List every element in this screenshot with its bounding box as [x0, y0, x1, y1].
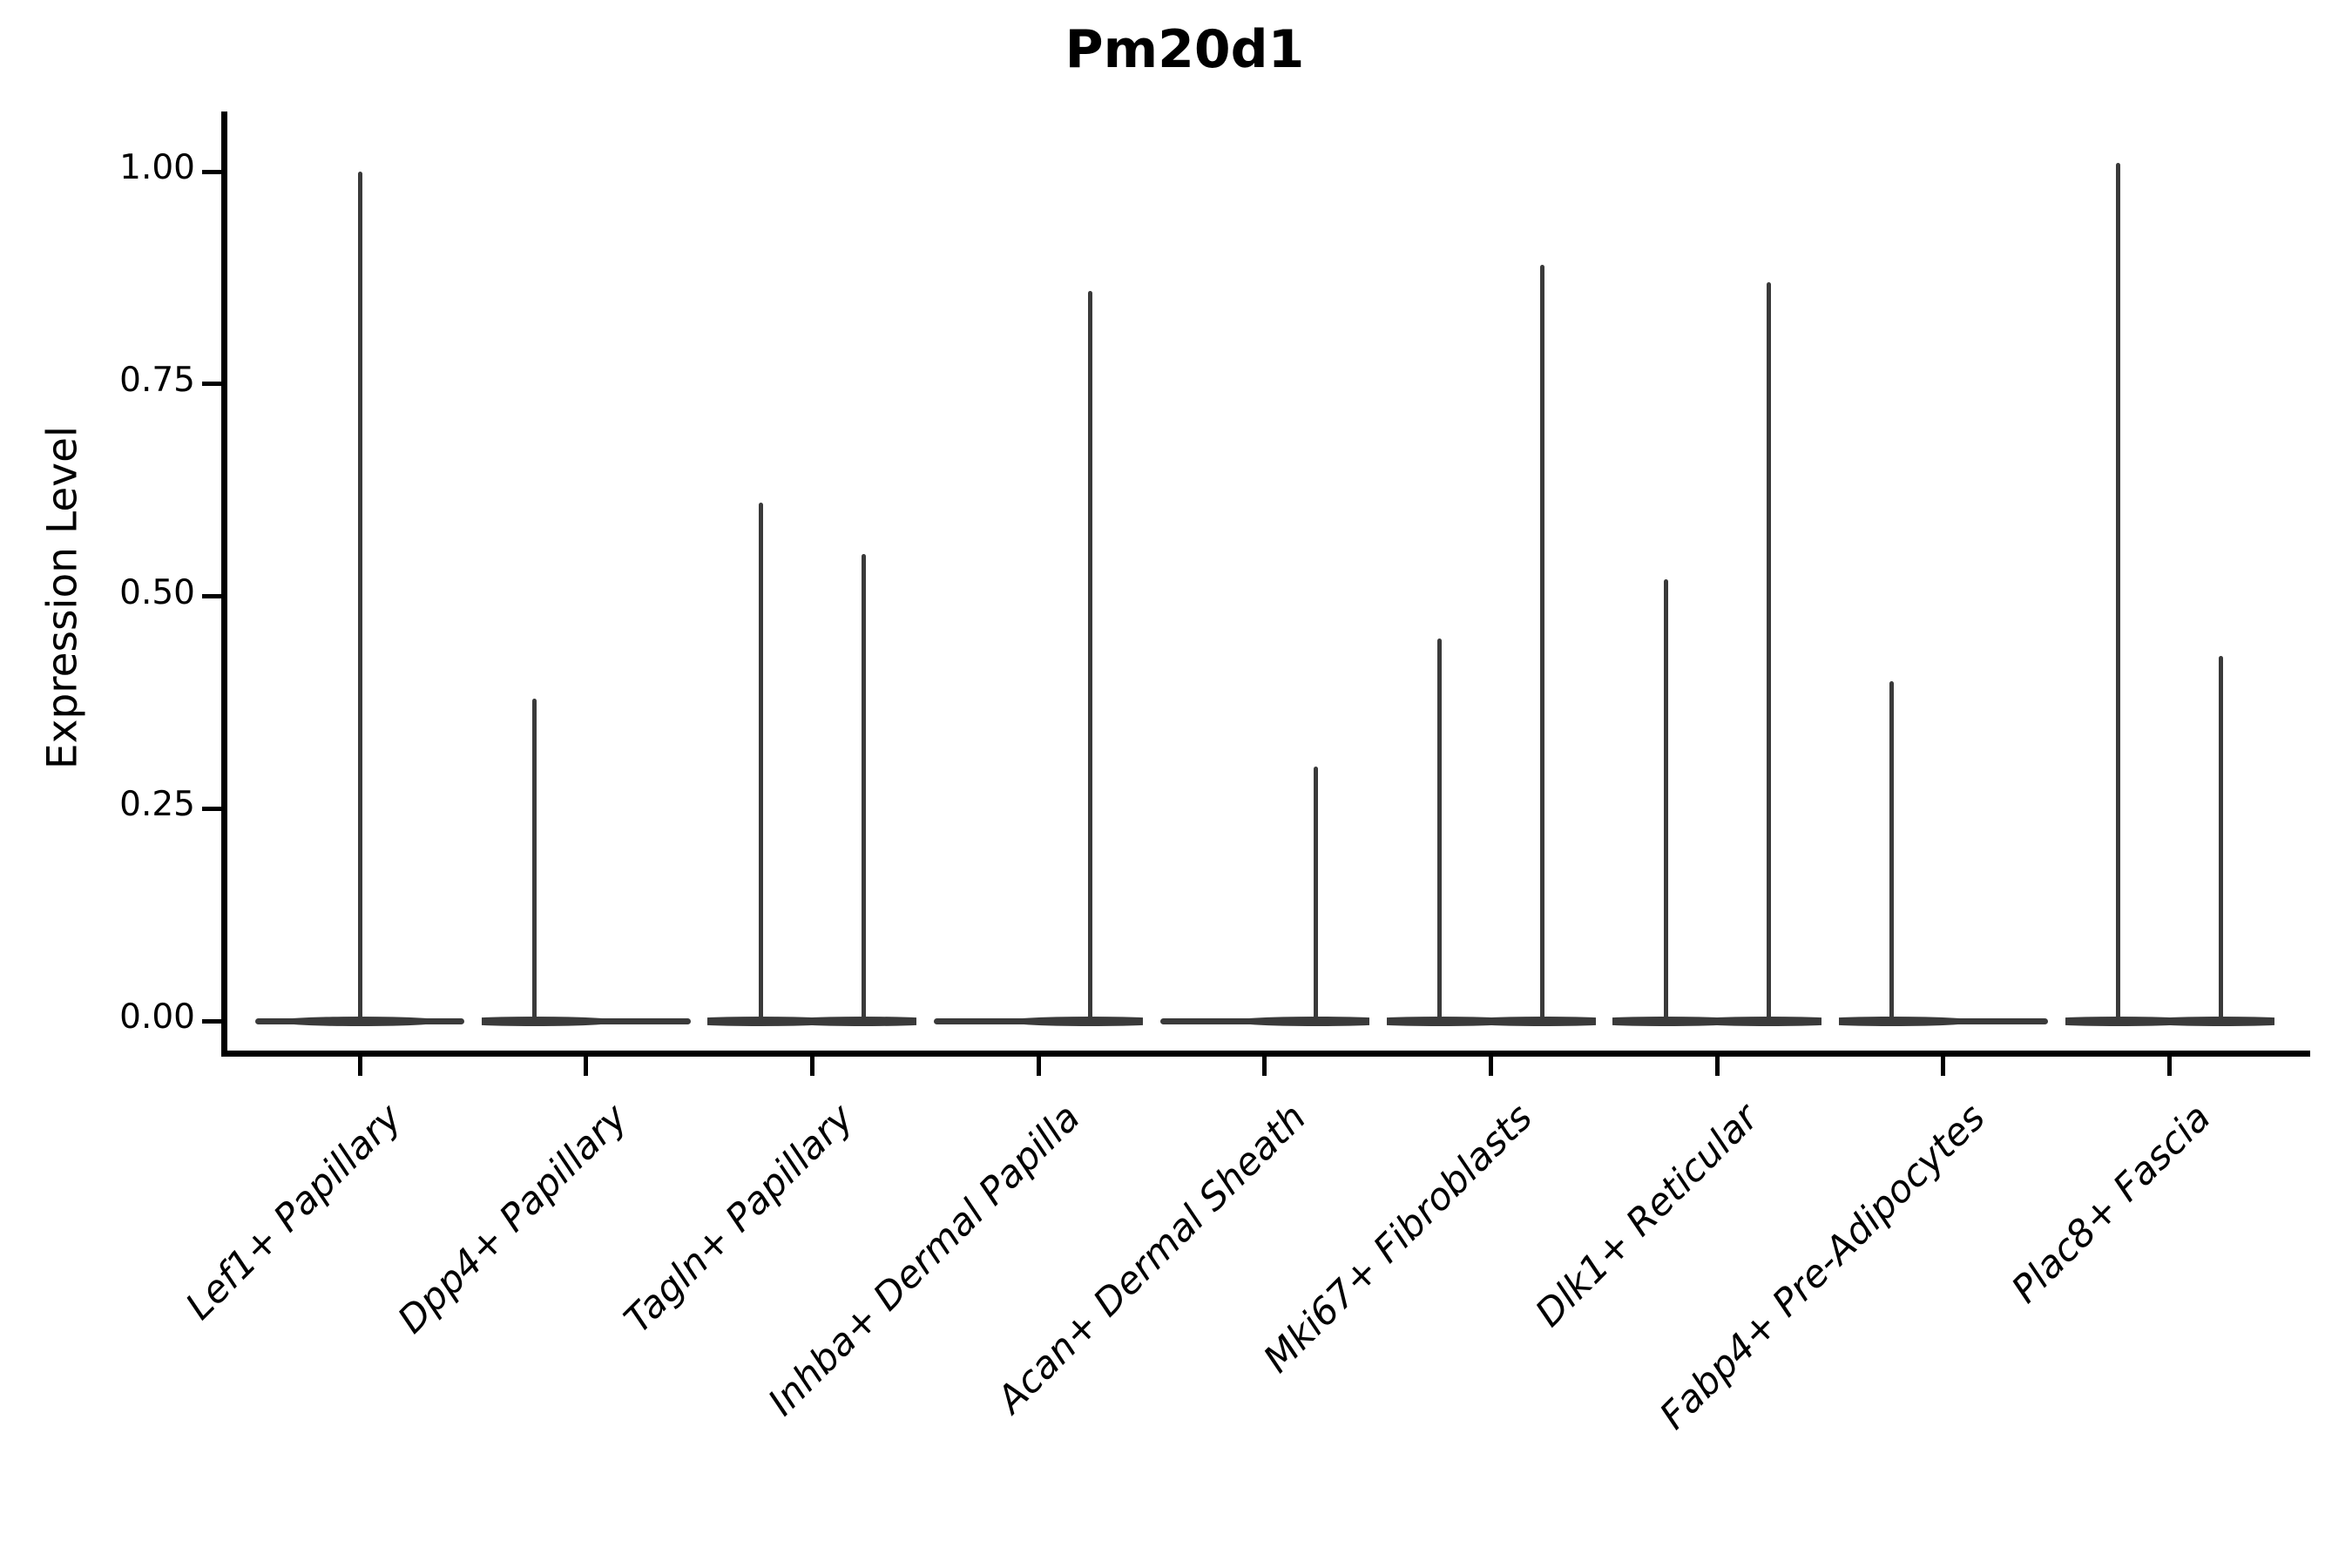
violin-bulge — [1681, 1016, 1822, 1026]
x-tick-label: Plac8+ Fascia — [2004, 1096, 2220, 1312]
x-tick — [357, 1057, 362, 1076]
violin-spike — [2116, 163, 2121, 1024]
violin-baseline — [1159, 1015, 1369, 1027]
violin-spike — [357, 172, 362, 1024]
x-tick — [1262, 1057, 1267, 1076]
x-tick — [1489, 1057, 1493, 1076]
x-tick — [809, 1057, 814, 1076]
violin-baseline — [934, 1015, 1144, 1027]
y-tick — [202, 1018, 221, 1024]
x-tick — [1036, 1057, 1041, 1076]
x-tick-label: Dlk1+ Reticular — [1527, 1096, 1767, 1336]
x-tick — [2167, 1057, 2173, 1076]
violin-spike — [758, 503, 763, 1024]
y-tick-label: 0.50 — [119, 572, 195, 612]
violin-baseline — [2065, 1015, 2274, 1027]
violin-spike — [532, 698, 537, 1024]
violin-baseline — [481, 1015, 691, 1027]
violin-bulge — [481, 1016, 622, 1026]
y-tick-label: 0.00 — [119, 997, 195, 1037]
violin-spike — [1663, 579, 1668, 1024]
y-tick — [202, 169, 221, 174]
y-tick — [202, 806, 221, 811]
y-tick-label: 1.00 — [119, 148, 195, 187]
violin-bulge — [1838, 1016, 1979, 1026]
violin-spike — [1540, 265, 1544, 1024]
violin-baseline — [1838, 1015, 2048, 1027]
x-tick — [1714, 1057, 1720, 1076]
violin-spike — [1889, 681, 1895, 1024]
violin-spike — [2219, 655, 2224, 1024]
violin-spike — [861, 553, 866, 1024]
violin-bulge — [2133, 1016, 2274, 1026]
violin-spike — [1437, 639, 1442, 1024]
x-tick — [1941, 1057, 1946, 1076]
violin-spike — [1087, 290, 1092, 1024]
x-axis-spine — [221, 1051, 2310, 1057]
violin-bulge — [776, 1016, 917, 1026]
violin-spike — [1314, 766, 1319, 1024]
x-tick-label: Tagln+ Papillary — [616, 1096, 862, 1342]
y-tick-label: 0.25 — [119, 785, 195, 825]
violin-spike — [1766, 281, 1771, 1024]
y-axis-spine — [221, 112, 227, 1057]
x-tick — [584, 1057, 589, 1076]
violin-baseline — [707, 1015, 917, 1027]
y-tick — [202, 594, 221, 598]
y-tick-label: 0.75 — [119, 360, 195, 400]
violin-baseline — [1612, 1015, 1822, 1027]
y-tick — [202, 382, 221, 387]
violin-bulge — [1455, 1016, 1596, 1026]
x-tick-label: Lef1+ Papillary — [177, 1096, 410, 1328]
chart-title: Pm20d1 — [1064, 19, 1305, 80]
violin-baseline — [1386, 1015, 1596, 1027]
x-tick-label: Dpp4+ Papillary — [389, 1096, 637, 1342]
violin-bulge — [1228, 1016, 1369, 1026]
violin-bulge — [1003, 1016, 1144, 1026]
